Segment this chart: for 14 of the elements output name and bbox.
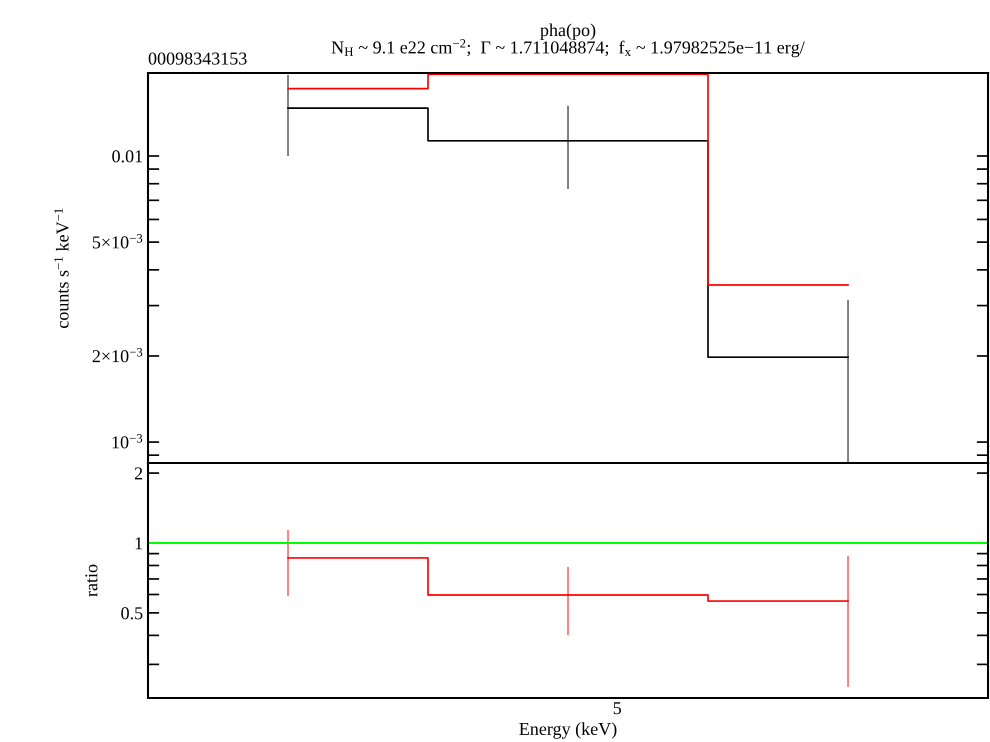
chart-title: pha(po): [540, 23, 596, 40]
chart-subtitle: N$_{H}$ ~ 9.1 e22 cm$^{−2}$; Γ ~ 1.711048874; f$_{x}$ ~ 1.97982525e−11 erg/: [332, 39, 805, 58]
y-tick-label: 0.01: [112, 150, 142, 163]
text: 00098343153: [148, 52, 247, 65]
y-tick-label: 0.5: [121, 607, 142, 620]
y-axis-title: ratio: [85, 564, 98, 597]
y-tick-label: 2×10$^{−3}$: [92, 348, 142, 362]
y-tick-label: 5×10$^{−3}$: [92, 234, 142, 248]
y-tick-label: 10$^{−3}$: [112, 434, 142, 448]
y-tick-label: 1: [136, 537, 142, 550]
x-axis-title: Energy (keV): [519, 722, 616, 739]
y-axis-title: counts s$^{−1}$ keV$^{−1}$: [54, 208, 69, 328]
text: 5: [614, 702, 622, 714]
y-tick-label: 2: [134, 467, 142, 480]
